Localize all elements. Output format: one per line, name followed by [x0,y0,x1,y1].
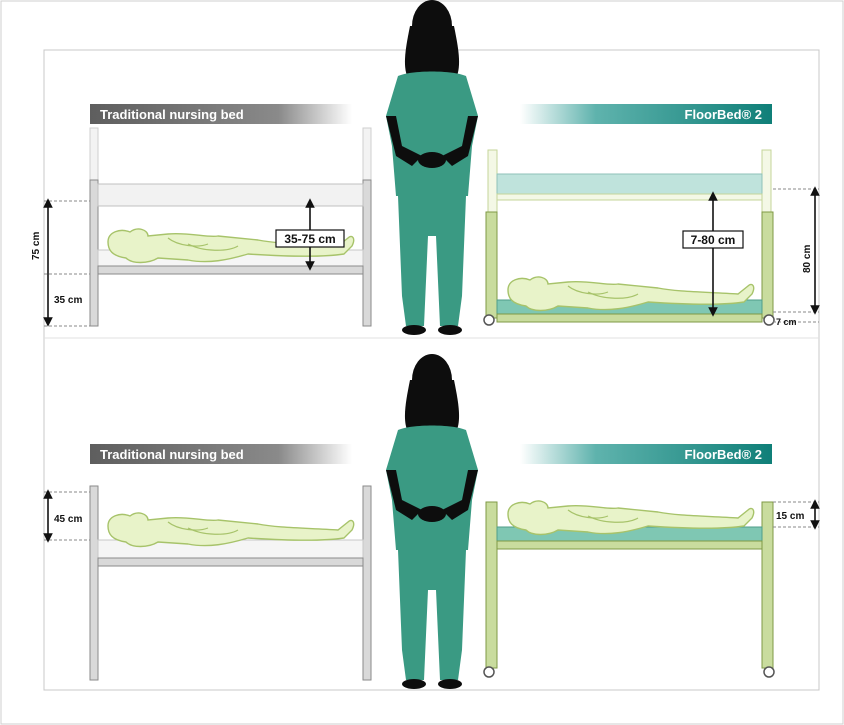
top-right-range-box [682,230,744,249]
bottom-right-height-label: 15 cm [776,511,804,522]
top-left-banner [90,104,352,124]
top-left-banner-text: Traditional nursing bed [100,107,244,122]
bottom-right-banner [520,444,772,464]
bottom-right-dimension [773,499,820,530]
top-left-dimension [43,198,90,327]
top-right-banner [520,104,772,124]
bottom-right-banner-text: FloorBed® 2 [685,447,762,462]
top-left-range-box [275,229,345,248]
bottom-left-dimension [43,489,90,543]
bottom-left-height-label: 45 cm [54,514,82,525]
bottom-left-banner [90,444,352,464]
top-right-banner-text: FloorBed® 2 [685,107,762,122]
top-left-low-label: 35 cm [54,295,82,306]
top-left-total-label: 75 cm [31,232,42,260]
top-left-range-label: 35-75 cm [284,232,335,246]
top-right-range-label: 7-80 cm [691,233,736,247]
top-right-dimension [773,186,820,323]
bottom-left-banner-text: Traditional nursing bed [100,447,244,462]
top-right-total-label: 80 cm [802,245,813,273]
top-right-low-label: 7 cm [776,317,797,327]
